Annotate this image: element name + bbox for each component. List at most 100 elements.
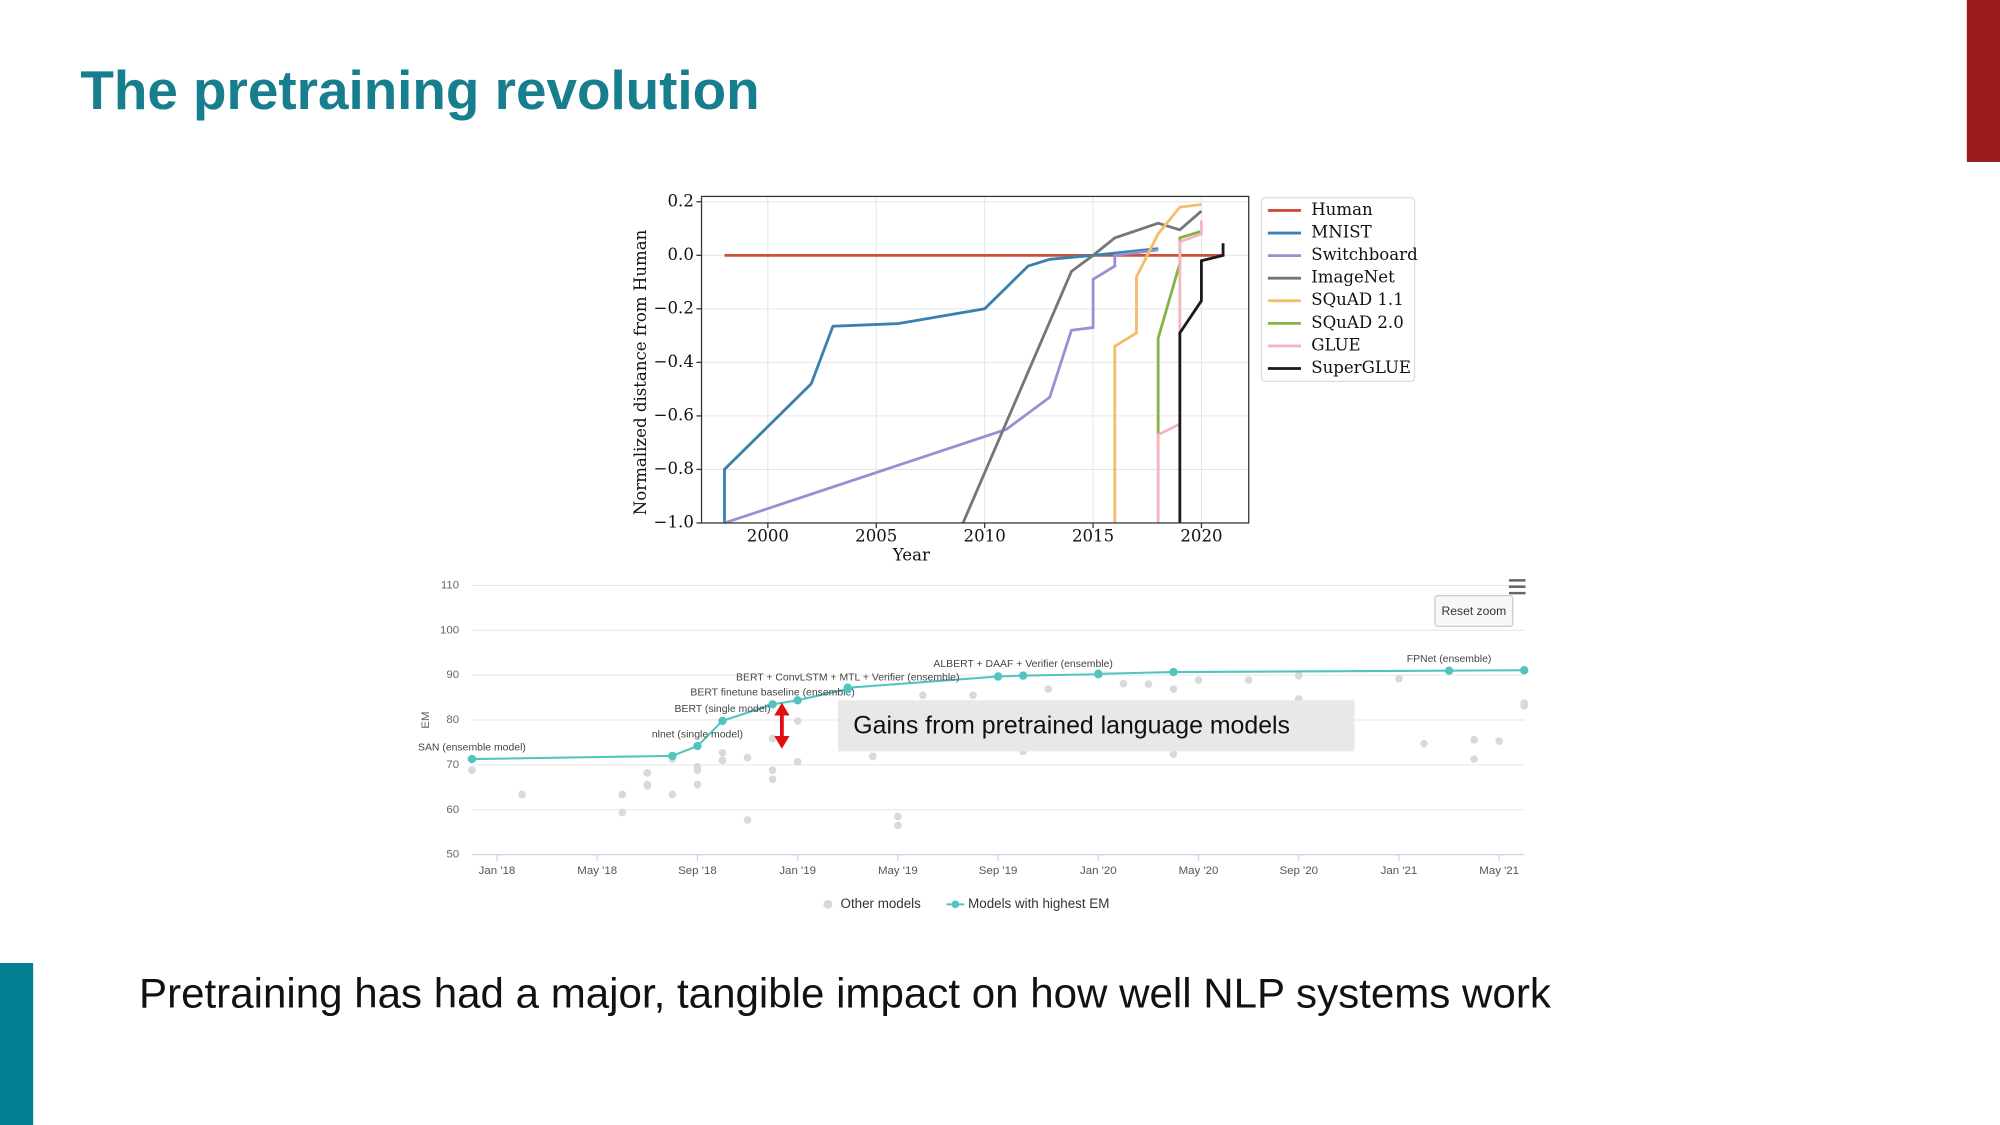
model-point [768, 766, 777, 775]
best-point [993, 672, 1003, 681]
model-point [1144, 680, 1153, 688]
y-tick-label: 50 [446, 849, 459, 861]
model-point [1044, 685, 1053, 693]
legend-box [1260, 197, 1416, 383]
model-point [894, 812, 902, 821]
y-tick-label: 60 [446, 804, 459, 816]
best-point [1018, 671, 1028, 680]
model-point [1294, 671, 1303, 680]
x-tick-label: 2000 [747, 526, 789, 545]
point-label: BERT + ConvLSTM + MTL + Verifier (ensemb… [736, 672, 959, 683]
y-axis-label: Normalized distance from Human [631, 229, 650, 515]
plot-frame [700, 195, 1250, 524]
x-tick-label: Jan '21 [1381, 865, 1418, 877]
point-label: FPNet (ensemble) [1407, 654, 1492, 665]
best-point [1520, 666, 1529, 675]
best-point [467, 754, 477, 764]
caption: Pretraining has had a major, tangible im… [139, 969, 1552, 1016]
y-tick-label: −0.2 [654, 298, 694, 317]
legend-label: Switchboard [1311, 245, 1418, 264]
model-point [1495, 737, 1504, 745]
model-point [768, 734, 777, 743]
best-point [693, 741, 702, 751]
x-axis-label: Year [892, 546, 930, 565]
y-tick-label: 70 [446, 759, 459, 771]
point-label: BERT (single model) [675, 704, 771, 715]
model-point [618, 790, 627, 799]
legend-label: SuperGLUE [1311, 358, 1411, 377]
model-point [919, 691, 927, 700]
gain-arrow [774, 702, 790, 749]
slide-title: The pretraining revolution [80, 59, 759, 121]
best-point [1094, 669, 1103, 679]
x-tick-label: Jan '18 [479, 865, 516, 877]
reset-zoom-button[interactable] [1434, 595, 1514, 627]
model-point [743, 816, 752, 824]
model-point [718, 748, 727, 757]
model-point [743, 753, 752, 762]
legend-swatch [823, 899, 833, 909]
series-line [1178, 243, 1225, 523]
accent-bar [1966, 0, 2000, 162]
y-tick-label: 90 [446, 669, 459, 681]
x-tick-label: May '19 [878, 865, 918, 877]
model-point [1194, 676, 1203, 684]
legend-label: Models with highest EM [968, 896, 1109, 911]
reset-zoom-label[interactable]: Reset zoom [1442, 604, 1507, 618]
model-point [768, 775, 777, 784]
model-point [1420, 739, 1428, 748]
series-line [1113, 203, 1202, 523]
model-point [1395, 674, 1403, 683]
y-tick-label: −1.0 [654, 512, 694, 531]
y-tick-label: 0.0 [668, 245, 694, 264]
point-label: ALBERT + DAAF + Verifier (ensemble) [933, 659, 1112, 670]
model-point [643, 769, 652, 777]
point-label: BERT finetune baseline (ensemble) [690, 688, 854, 699]
point-label: nlnet (single model) [652, 729, 743, 740]
x-tick-label: Jan '20 [1080, 865, 1117, 877]
best-point [1444, 666, 1454, 675]
model-point [693, 762, 702, 771]
model-point [643, 782, 652, 790]
callout-text: Gains from pretrained language models [853, 712, 1290, 740]
model-point [1169, 750, 1178, 758]
model-point [793, 717, 802, 725]
model-point [793, 757, 802, 766]
series-line [961, 210, 1203, 524]
y-tick-label: 110 [441, 579, 459, 591]
x-tick-label: May '21 [1479, 865, 1519, 877]
plot-area [701, 196, 1249, 523]
legend-label: GLUE [1311, 335, 1360, 354]
legend-label: SQuAD 2.0 [1311, 313, 1404, 332]
model-point [668, 790, 677, 799]
model-point [1244, 676, 1253, 684]
legend-swatch [951, 900, 960, 909]
model-point [1470, 735, 1478, 744]
x-tick-label: Sep '18 [678, 865, 717, 877]
x-tick-label: May '18 [577, 865, 617, 877]
model-point [1169, 685, 1178, 693]
y-tick-label: −0.6 [654, 405, 694, 424]
x-tick-label: Sep '19 [979, 865, 1018, 877]
best-point [793, 696, 802, 705]
best-point [768, 700, 777, 709]
y-axis-label: EM [420, 711, 432, 728]
best-point [1169, 667, 1178, 677]
x-tick-label: Sep '20 [1279, 865, 1318, 877]
model-point [468, 766, 476, 775]
best-point [668, 751, 677, 761]
callout-box [838, 700, 1355, 752]
model-point [693, 780, 702, 789]
model-point [1520, 699, 1529, 707]
legend-label: Other models [841, 896, 922, 911]
model-point [868, 752, 877, 761]
model-point [1470, 755, 1478, 763]
point-label: SAN (ensemble model) [418, 742, 526, 753]
x-tick-label: 2020 [1180, 526, 1222, 545]
y-tick-label: 80 [446, 714, 459, 726]
model-point [969, 691, 977, 700]
x-tick-label: 2015 [1072, 526, 1114, 545]
model-point [518, 790, 526, 799]
